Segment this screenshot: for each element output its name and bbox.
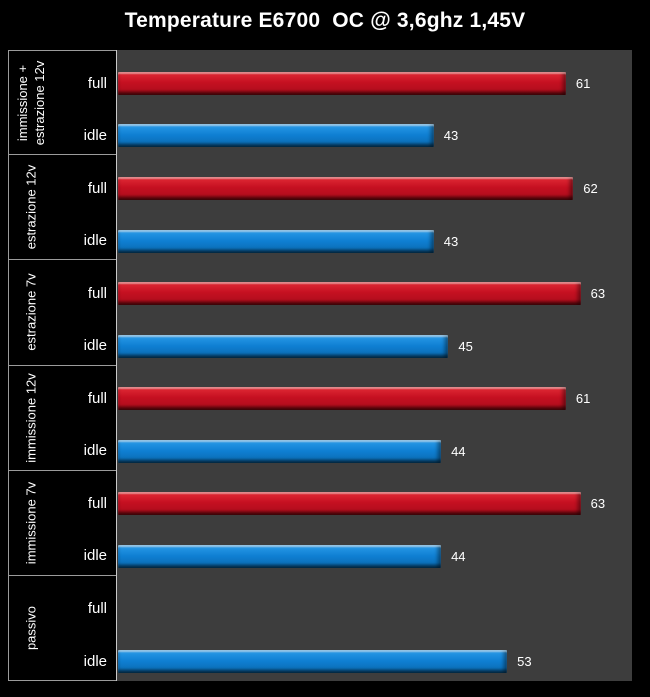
category-name-cell: estrazione 12v: [9, 155, 55, 259]
bar-lane-idle: 53: [117, 635, 632, 688]
category-group: passivo full idle 53: [8, 575, 632, 682]
bar-lane-idle: 44: [117, 530, 632, 583]
bar-idle: [118, 650, 508, 674]
bar-lane-full: 62: [117, 162, 632, 215]
category-group: immissione 7v full idle 63 44: [8, 470, 632, 576]
value-label: 44: [451, 549, 466, 565]
value-label: 43: [443, 233, 459, 249]
bar-lane-idle: 43: [117, 215, 632, 268]
category-label: immissione + estrazione 12v: [15, 60, 47, 145]
plot-row: 62 43: [116, 155, 632, 261]
category-name-cell: immissione 7v: [9, 471, 55, 575]
series-labels: full idle: [55, 576, 116, 680]
value-label: 53: [517, 654, 532, 670]
series-label-full: full: [87, 284, 107, 302]
category-name-cell: estrazione 7v: [9, 260, 55, 364]
plot-row: 63 44: [116, 470, 632, 576]
category-label: estrazione 12v: [23, 164, 39, 250]
series-label-full: full: [87, 75, 107, 93]
chart-title: Temperature E6700 OC @ 3,6ghz 1,45V: [124, 9, 526, 32]
series-labels: full idle: [55, 260, 116, 364]
category-name-cell: passivo: [9, 576, 55, 680]
category-name-cell: immissione + estrazione 12v: [9, 51, 55, 154]
category-group: estrazione 7v full idle 63 45: [8, 260, 632, 366]
category-label-cell: estrazione 12v full idle: [8, 155, 116, 261]
bar-idle: [118, 439, 442, 463]
bar-full: [118, 282, 581, 306]
bar-full: [118, 387, 566, 411]
series-label-idle: idle: [83, 336, 107, 354]
bar-full: [118, 71, 566, 95]
series-labels: full idle: [55, 51, 116, 154]
series-label-idle: idle: [83, 126, 107, 144]
series-label-idle: idle: [83, 547, 107, 565]
series-label-full: full: [87, 600, 107, 618]
series-labels: full idle: [55, 471, 116, 575]
category-label-cell: passivo full idle: [8, 575, 116, 682]
category-group: immissione 12v full idle 61 44: [8, 365, 632, 471]
category-label: passivo: [23, 605, 39, 650]
value-label: 61: [575, 75, 591, 91]
bar-idle: [118, 124, 434, 148]
bar-full: [118, 492, 581, 516]
category-group: immissione + estrazione 12v full idle 61…: [8, 50, 632, 156]
bar-lane-full: [117, 583, 632, 636]
series-labels: full idle: [55, 155, 116, 259]
bar-lane-idle: 43: [117, 110, 632, 163]
bar-lane-full: 63: [117, 267, 632, 320]
plot-row: 61 44: [116, 365, 632, 471]
bar-idle: [118, 545, 442, 569]
category-label-cell: immissione 7v full idle: [8, 470, 116, 576]
series-label-full: full: [87, 390, 107, 408]
category-label: immissione 12v: [23, 372, 39, 463]
series-label-full: full: [87, 179, 107, 197]
series-label-idle: idle: [83, 652, 107, 670]
value-label: 44: [451, 443, 466, 459]
category-label-cell: immissione + estrazione 12v full idle: [8, 50, 116, 156]
bar-lane-idle: 44: [117, 425, 632, 478]
bar-lane-full: 61: [117, 373, 632, 426]
plot-row: 61 43: [116, 50, 632, 156]
bar-lane-full: 63: [117, 478, 632, 531]
bar-lane-idle: 45: [117, 320, 632, 373]
value-label: 45: [458, 338, 473, 354]
category-group: estrazione 12v full idle 62 43: [8, 155, 632, 261]
category-label-cell: estrazione 7v full idle: [8, 260, 116, 366]
series-label-full: full: [87, 495, 107, 513]
bar-idle: [118, 334, 449, 358]
value-label: 63: [590, 286, 606, 302]
plot-row: 53: [116, 575, 632, 682]
category-name-cell: immissione 12v: [9, 366, 55, 470]
value-label: 62: [583, 180, 598, 196]
series-label-idle: idle: [83, 231, 107, 249]
value-label: 61: [575, 391, 591, 407]
series-labels: full idle: [55, 366, 116, 470]
category-label: estrazione 7v: [23, 273, 39, 352]
bar-lane-full: 61: [117, 57, 632, 110]
category-label: immissione 7v: [23, 481, 39, 564]
series-label-idle: idle: [83, 442, 107, 460]
value-label: 43: [443, 128, 459, 144]
value-label: 63: [590, 496, 606, 512]
category-label-cell: immissione 12v full idle: [8, 365, 116, 471]
bar-idle: [118, 229, 434, 253]
plot-row: 63 45: [116, 260, 632, 366]
bar-full: [118, 176, 574, 200]
plot-area: immissione + estrazione 12v full idle 61…: [8, 50, 632, 682]
